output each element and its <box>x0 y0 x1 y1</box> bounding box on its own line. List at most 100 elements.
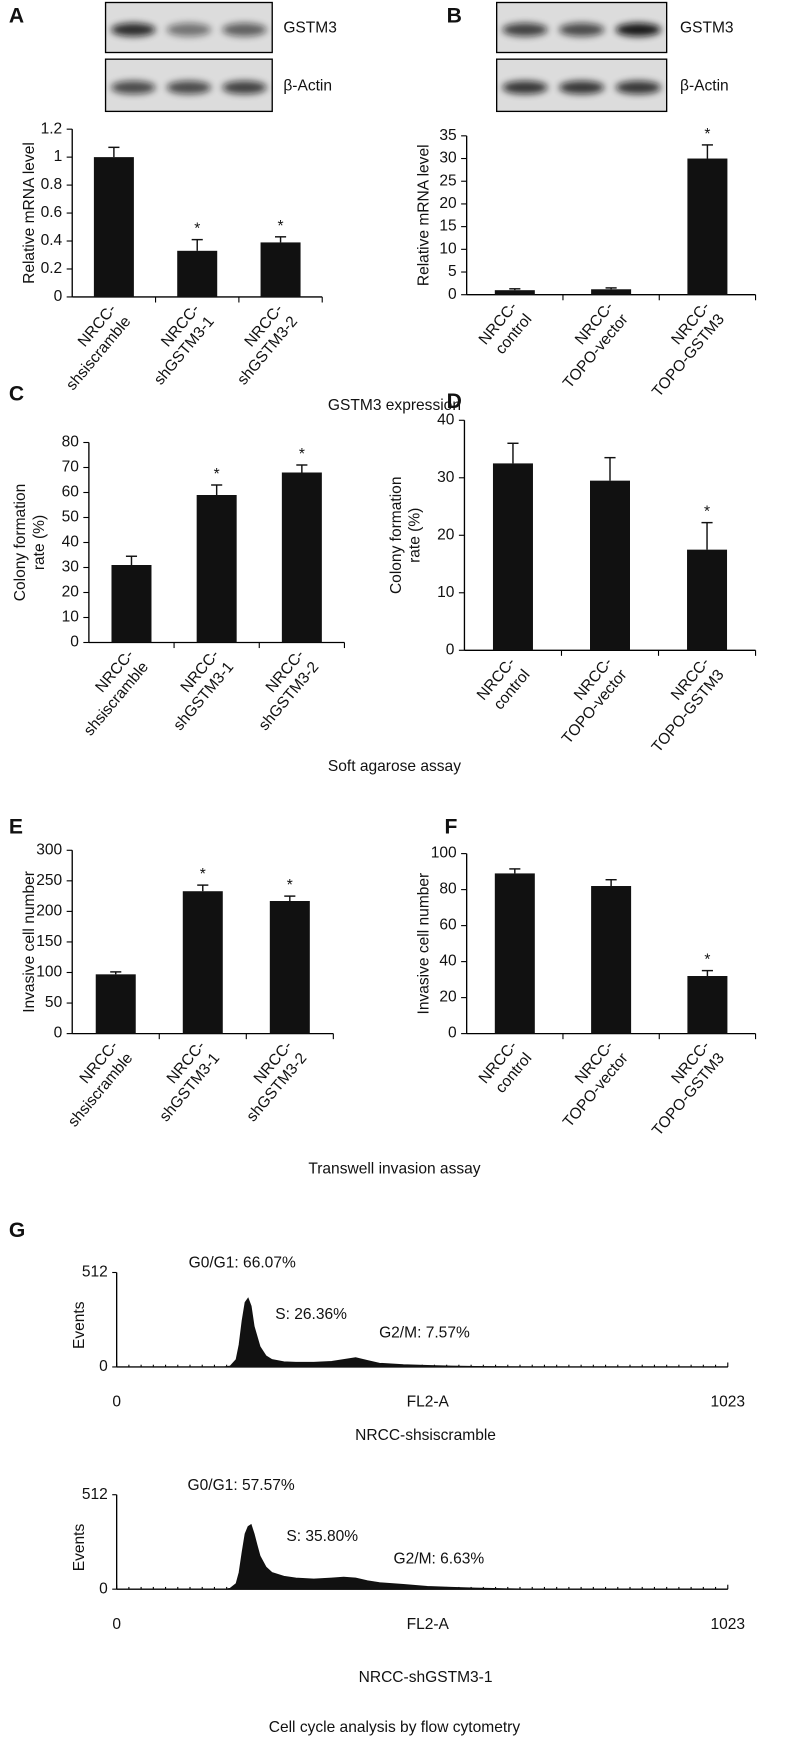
histogram <box>116 1297 728 1368</box>
y-tick-label: 200 <box>36 902 62 919</box>
y-tick-label: 512 <box>82 1486 108 1503</box>
x-tick-label: NRCC-shsiscramble <box>65 1038 136 1131</box>
y-tick-label: 50 <box>62 509 80 526</box>
x-tick-label: NRCC-shGSTM3-1 <box>151 301 218 388</box>
chart-caption: NRCC-shsiscramble <box>355 1427 496 1444</box>
y-tick-label: 0 <box>448 286 457 303</box>
blot-band <box>222 23 267 37</box>
panel-letter: C <box>9 382 24 405</box>
phase-label: S: 35.80% <box>286 1528 358 1545</box>
caption: Cell cycle analysis by flow cytometry <box>269 1719 521 1736</box>
bar <box>269 901 310 1034</box>
y-tick-label: 30 <box>62 559 80 576</box>
y-tick-label: 0.6 <box>41 204 63 221</box>
y-tick-label: 0 <box>54 288 63 305</box>
caption: Transwell invasion assay <box>308 1160 480 1177</box>
y-tick-label: 80 <box>62 434 80 451</box>
y-tick-label: 80 <box>439 881 457 898</box>
y-tick-label: 300 <box>36 841 62 858</box>
bar <box>182 891 223 1034</box>
y-axis-label: rate (%) <box>407 508 424 563</box>
significance: * <box>704 126 710 143</box>
x-tick-label: NRCC-TOPO-vector <box>560 1038 632 1131</box>
significance: * <box>287 877 293 894</box>
blot-band <box>559 23 605 37</box>
significance: * <box>704 952 710 969</box>
phase-label: S: 26.36% <box>275 1306 347 1323</box>
phase-label: G0/G1: 66.07% <box>189 1255 296 1272</box>
blot-band <box>502 80 548 95</box>
x-tick-label: NRCC-TOPO-GSTM3 <box>649 1038 728 1140</box>
bar <box>260 242 301 297</box>
y-axis-label: rate (%) <box>31 515 48 570</box>
panel-letter: E <box>9 816 23 839</box>
x-tick-label: NRCC-TOPO-vector <box>559 654 631 747</box>
caption: GSTM3 expression <box>328 397 461 414</box>
bar <box>494 873 535 1034</box>
x-tick-label: NRCC-TOPO-GSTM3 <box>649 299 728 401</box>
y-tick-label: 40 <box>439 953 457 970</box>
y-tick-label: 20 <box>439 195 457 212</box>
y-axis-label: Colony formation <box>12 484 29 602</box>
blot-band <box>615 23 661 37</box>
x-tick-label: NRCC-shGSTM3-2 <box>243 1038 310 1125</box>
x-tick-label: NRCC-shsiscramble <box>81 647 152 740</box>
significance: * <box>194 221 200 238</box>
x-axis-label: FL2-A <box>407 1616 450 1633</box>
panel-letter: G <box>9 1219 25 1242</box>
bar <box>591 886 632 1034</box>
y-tick-label: 15 <box>439 218 456 235</box>
y-tick-label: 0 <box>446 641 455 658</box>
y-tick-label: 50 <box>45 994 63 1011</box>
y-tick-label: 5 <box>448 263 457 280</box>
y-axis-label: Invasive cell number <box>21 871 38 1013</box>
x-tick-label: 0 <box>112 1616 121 1633</box>
y-tick-label: 1 <box>54 148 63 165</box>
y-tick-label: 0.4 <box>41 232 63 249</box>
y-axis-label: Invasive cell number <box>416 873 433 1015</box>
blot-band <box>615 80 661 95</box>
x-tick-label: NRCC-shGSTM3-1 <box>170 647 237 734</box>
y-tick-label: 10 <box>62 609 80 626</box>
phase-label: G2/M: 7.57% <box>379 1325 470 1342</box>
y-tick-label: 40 <box>437 411 455 428</box>
y-tick-label: 10 <box>437 584 455 601</box>
y-tick-label: 25 <box>439 172 456 189</box>
y-tick-label: 1.2 <box>41 120 63 137</box>
x-tick-label: NRCC-shGSTM3-2 <box>255 647 322 734</box>
blot-band <box>559 80 605 95</box>
y-axis-label: Events <box>71 1301 88 1349</box>
panel-letter: F <box>444 816 457 839</box>
y-tick-label: 60 <box>439 917 457 934</box>
x-tick-label: NRCC-shGSTM3-1 <box>156 1038 223 1125</box>
bar <box>591 289 632 295</box>
significance: * <box>200 866 206 883</box>
y-tick-label: 100 <box>36 964 62 981</box>
y-axis-label: Relative mRNA level <box>416 144 433 286</box>
x-tick-label: NRCC-shsiscramble <box>63 301 134 394</box>
x-tick-label: NRCC-TOPO-vector <box>560 299 632 392</box>
y-tick-label: 35 <box>439 127 456 144</box>
y-tick-label: 0 <box>70 634 79 651</box>
blot-band <box>222 80 267 95</box>
panel-letter: A <box>9 5 24 28</box>
x-tick-label: NRCC-control <box>476 1038 536 1097</box>
blot-band <box>166 80 212 95</box>
x-tick-label: 0 <box>112 1394 121 1411</box>
y-tick-label: 100 <box>431 845 457 862</box>
x-tick-label: 1023 <box>710 1616 745 1633</box>
y-tick-label: 0 <box>99 1358 108 1375</box>
y-tick-label: 20 <box>62 584 80 601</box>
bar <box>492 463 533 651</box>
y-tick-label: 40 <box>62 534 80 551</box>
y-tick-label: 0.2 <box>41 260 63 277</box>
y-tick-label: 150 <box>36 933 62 950</box>
histogram <box>116 1523 728 1590</box>
y-tick-label: 70 <box>62 459 80 476</box>
blot-band <box>166 23 212 37</box>
bar <box>177 250 218 297</box>
y-tick-label: 0.8 <box>41 176 63 193</box>
y-tick-label: 60 <box>62 484 80 501</box>
chart-caption: NRCC-shGSTM3-1 <box>359 1669 493 1686</box>
